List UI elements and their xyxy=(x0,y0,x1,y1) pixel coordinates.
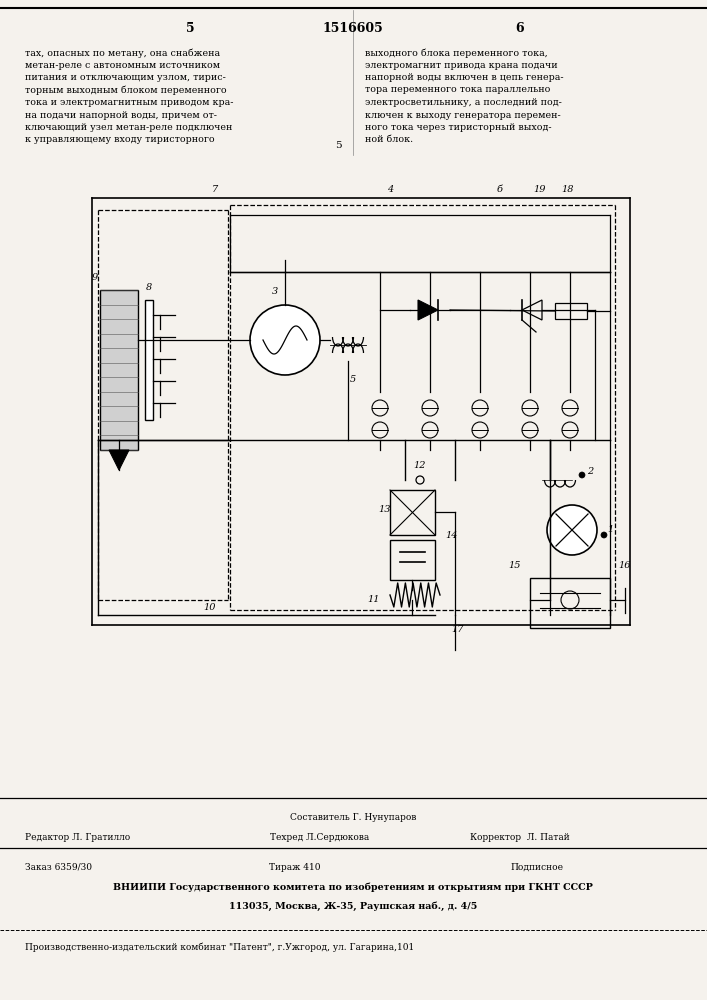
Text: ВНИИПИ Государственного комитета по изобретениям и открытиям при ГКНТ СССР: ВНИИПИ Государственного комитета по изоб… xyxy=(113,883,593,892)
Text: Подписное: Подписное xyxy=(510,863,563,872)
Text: 7: 7 xyxy=(212,186,218,194)
Text: 8: 8 xyxy=(146,284,152,292)
Text: 18: 18 xyxy=(562,186,574,194)
Bar xyxy=(555,303,587,319)
Text: 5: 5 xyxy=(186,21,194,34)
Text: 1: 1 xyxy=(607,526,613,534)
Text: Корректор  Л. Патай: Корректор Л. Патай xyxy=(470,833,570,842)
Bar xyxy=(390,490,435,535)
Text: питания и отключающим узлом, тирис-: питания и отключающим узлом, тирис- xyxy=(25,73,226,82)
Text: 13: 13 xyxy=(378,506,390,514)
Text: 12: 12 xyxy=(414,460,426,470)
Text: ключающий узел метан-реле подключен: ключающий узел метан-реле подключен xyxy=(25,123,233,132)
Circle shape xyxy=(601,532,607,538)
Text: ного тока через тиристорный выход-: ного тока через тиристорный выход- xyxy=(365,123,551,132)
Text: Составитель Г. Нунупаров: Составитель Г. Нунупаров xyxy=(290,813,416,822)
Text: 1516605: 1516605 xyxy=(322,21,383,34)
Text: ной блок.: ной блок. xyxy=(365,135,413,144)
Text: 19: 19 xyxy=(534,186,547,194)
Text: Редактор Л. Гратилло: Редактор Л. Гратилло xyxy=(25,833,130,842)
Text: 6: 6 xyxy=(515,21,525,34)
Text: Производственно-издательский комбинат "Патент", г.Ужгород, ул. Гагарина,101: Производственно-издательский комбинат "П… xyxy=(25,942,414,952)
Text: выходного блока переменного тока,: выходного блока переменного тока, xyxy=(365,48,548,57)
Text: б: б xyxy=(497,186,503,194)
Text: 4: 4 xyxy=(387,186,393,194)
Text: 113035, Москва, Ж-35, Раушская наб., д. 4/5: 113035, Москва, Ж-35, Раушская наб., д. … xyxy=(229,901,477,911)
Text: 15: 15 xyxy=(509,562,521,570)
Text: ключен к выходу генератора перемен-: ключен к выходу генератора перемен- xyxy=(365,110,561,119)
Bar xyxy=(100,290,138,450)
Text: 14: 14 xyxy=(445,530,457,540)
Circle shape xyxy=(579,472,585,478)
Text: тока и электромагнитным приводом кра-: тока и электромагнитным приводом кра- xyxy=(25,98,233,107)
Text: Тираж 410: Тираж 410 xyxy=(269,863,321,872)
Text: метан-реле с автономным источником: метан-реле с автономным источником xyxy=(25,60,220,70)
Text: Техред Л.Сердюкова: Техред Л.Сердюкова xyxy=(270,833,369,842)
Text: 5: 5 xyxy=(334,140,341,149)
Circle shape xyxy=(547,505,597,555)
Text: 10: 10 xyxy=(204,603,216,612)
Polygon shape xyxy=(109,450,129,470)
Text: тах, опасных по метану, она снабжена: тах, опасных по метану, она снабжена xyxy=(25,48,220,57)
Text: 16: 16 xyxy=(619,562,631,570)
Bar xyxy=(530,578,610,628)
Text: тора переменного тока параллельно: тора переменного тока параллельно xyxy=(365,86,550,95)
Text: 3: 3 xyxy=(272,288,278,296)
Text: на подачи напорной воды, причем от-: на подачи напорной воды, причем от- xyxy=(25,110,217,119)
Text: электромагнит привода крана подачи: электромагнит привода крана подачи xyxy=(365,60,558,70)
Text: 5: 5 xyxy=(350,375,356,384)
Text: напорной воды включен в цепь генера-: напорной воды включен в цепь генера- xyxy=(365,73,563,82)
Text: торным выходным блоком переменного: торным выходным блоком переменного xyxy=(25,86,227,95)
Text: Заказ 6359/30: Заказ 6359/30 xyxy=(25,863,92,872)
Text: 17: 17 xyxy=(452,626,464,635)
Text: 11: 11 xyxy=(368,595,380,604)
Circle shape xyxy=(250,305,320,375)
Polygon shape xyxy=(418,300,438,320)
Bar xyxy=(390,540,435,580)
Text: 2: 2 xyxy=(587,468,593,477)
Text: 9: 9 xyxy=(92,273,98,282)
Bar xyxy=(145,300,153,420)
Text: к управляющему входу тиристорного: к управляющему входу тиристорного xyxy=(25,135,215,144)
Text: электросветильнику, а последний под-: электросветильнику, а последний под- xyxy=(365,98,562,107)
